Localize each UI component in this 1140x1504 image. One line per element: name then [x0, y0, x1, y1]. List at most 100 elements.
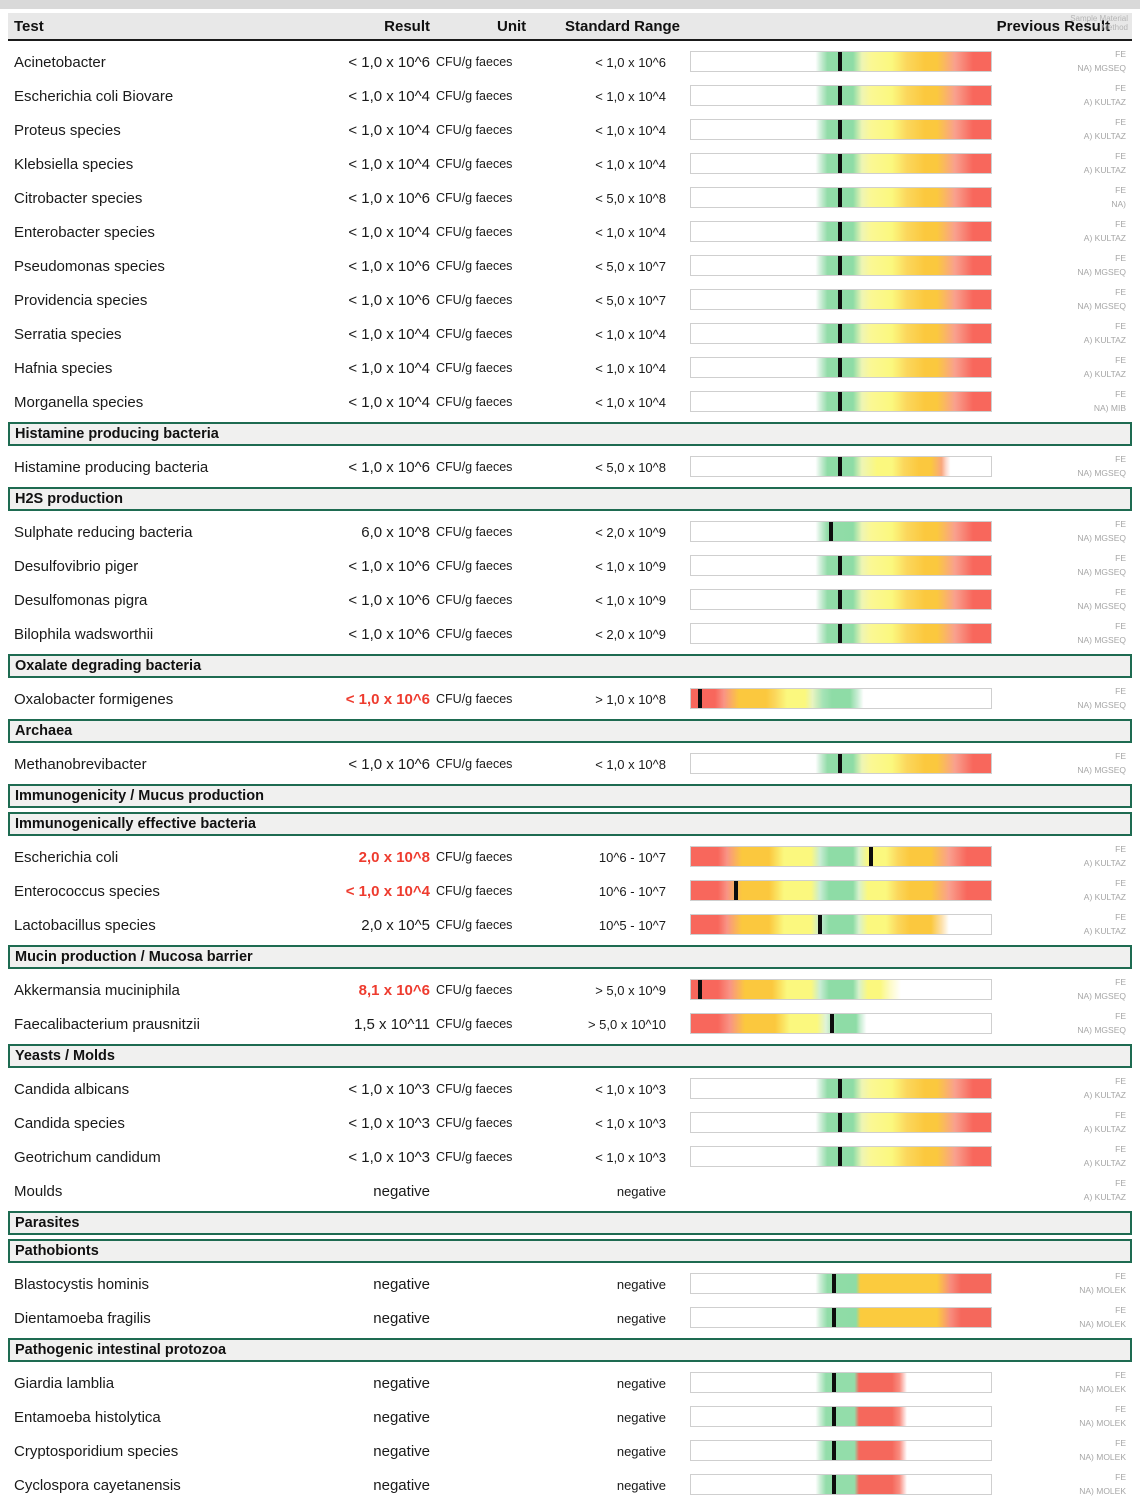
range-bar: [690, 623, 992, 644]
sample-material: FE: [1115, 751, 1126, 761]
result-value: < 1,0 x 10^6: [348, 54, 430, 71]
sample-material: FE: [1115, 253, 1126, 263]
table-row: Cyclospora cayetanensis negative negativ…: [8, 1468, 1132, 1502]
result-value: < 1,0 x 10^4: [345, 883, 430, 900]
method-label: NA) MGSEQ: [1077, 601, 1126, 611]
method-label: A) KULTAZ: [1083, 369, 1126, 379]
test-name: Pseudomonas species: [14, 258, 165, 275]
column-header-result: Result: [384, 18, 430, 35]
result-marker: [837, 624, 842, 643]
test-name: Escherichia coli: [14, 849, 119, 866]
unit-label: CFU/g faeces: [436, 559, 513, 573]
standard-range: < 1,0 x 10^3: [595, 1082, 666, 1097]
range-bar: [690, 1273, 992, 1294]
result-marker: [837, 358, 842, 377]
standard-range: negative: [616, 1311, 666, 1326]
sample-material: FE: [1115, 686, 1126, 696]
column-header-standard-range: Standard Range: [565, 18, 681, 35]
method-label: A) KULTAZ: [1083, 858, 1126, 868]
sample-material: FE: [1115, 454, 1126, 464]
result-value: < 1,0 x 10^4: [348, 122, 430, 139]
range-bar: [690, 688, 992, 709]
standard-range: negative: [616, 1277, 666, 1292]
result-value: < 1,0 x 10^3: [348, 1081, 430, 1098]
table-row: Entamoeba histolytica negative negative …: [8, 1400, 1132, 1434]
unit-label: CFU/g faeces: [436, 1150, 513, 1164]
test-name: Enterobacter species: [14, 224, 155, 241]
sample-material: FE: [1115, 389, 1126, 399]
result-value: < 1,0 x 10^6: [348, 258, 430, 275]
section-header: Archaea: [8, 719, 1132, 743]
result-marker: [837, 754, 842, 773]
range-bar: [690, 1474, 992, 1495]
unit-label: CFU/g faeces: [436, 327, 513, 341]
table-row: Lactobacillus species 2,0 x 10^5 CFU/g f…: [8, 908, 1132, 942]
sample-material: FE: [1115, 219, 1126, 229]
table-row: Dientamoeba fragilis negative negative F…: [8, 1301, 1132, 1335]
test-name: Sulphate reducing bacteria: [14, 524, 193, 541]
standard-range: negative: [616, 1184, 666, 1199]
standard-range: < 2,0 x 10^9: [595, 627, 666, 642]
table-row: Proteus species < 1,0 x 10^4 CFU/g faece…: [8, 113, 1132, 147]
sample-material: FE: [1115, 355, 1126, 365]
section-header: Oxalate degrading bacteria: [8, 654, 1132, 678]
result-marker: [698, 980, 702, 999]
result-marker: [837, 188, 842, 207]
sample-material: FE: [1115, 1144, 1126, 1154]
range-bar: [690, 846, 992, 867]
test-name: Methanobrevibacter: [14, 756, 147, 773]
test-name: Oxalobacter formigenes: [14, 691, 174, 708]
table-row: Escherichia coli 2,0 x 10^8 CFU/g faeces…: [8, 840, 1132, 874]
test-name: Cryptosporidium species: [14, 1443, 179, 1460]
method-label: A) KULTAZ: [1083, 1124, 1126, 1134]
table-row: Moulds negative negative FE A) KULTAZ: [8, 1174, 1132, 1208]
unit-label: CFU/g faeces: [436, 983, 513, 997]
standard-range: < 5,0 x 10^8: [595, 460, 666, 475]
standard-range: > 5,0 x 10^10: [587, 1017, 666, 1032]
standard-range: < 1,0 x 10^4: [595, 157, 666, 172]
result-value: < 1,0 x 10^4: [348, 394, 430, 411]
result-value: < 1,0 x 10^3: [348, 1115, 430, 1132]
result-marker: [837, 1147, 842, 1166]
sample-material: FE: [1115, 1472, 1126, 1482]
table-row: Acinetobacter < 1,0 x 10^6 CFU/g faeces …: [8, 45, 1132, 79]
unit-label: CFU/g faeces: [436, 918, 513, 932]
test-name: Candida species: [14, 1115, 125, 1132]
result-marker: [837, 457, 842, 476]
column-header-previous-result: Previous Result: [996, 18, 1110, 35]
sample-material: FE: [1115, 117, 1126, 127]
result-marker: [818, 915, 822, 934]
range-bar: [690, 1307, 992, 1328]
result-value: < 1,0 x 10^4: [348, 156, 430, 173]
table-row: Hafnia species < 1,0 x 10^4 CFU/g faeces…: [8, 351, 1132, 385]
method-label: A) KULTAZ: [1083, 1090, 1126, 1100]
table-row: Desulfovibrio piger < 1,0 x 10^6 CFU/g f…: [8, 549, 1132, 583]
test-name: Faecalibacterium prausnitzii: [14, 1016, 200, 1033]
table-row: Bilophila wadsworthii < 1,0 x 10^6 CFU/g…: [8, 617, 1132, 651]
result-value: < 1,0 x 10^6: [348, 558, 430, 575]
range-bar: [690, 979, 992, 1000]
range-bar: [690, 1372, 992, 1393]
range-bar: [690, 289, 992, 310]
table-row: Giardia lamblia negative negative FE NA)…: [8, 1366, 1132, 1400]
unit-label: CFU/g faeces: [436, 55, 513, 69]
method-label: A) KULTAZ: [1083, 131, 1126, 141]
result-value: 2,0 x 10^8: [358, 849, 430, 866]
table-row: Histamine producing bacteria < 1,0 x 10^…: [8, 450, 1132, 484]
table-row: Candida albicans < 1,0 x 10^3 CFU/g faec…: [8, 1072, 1132, 1106]
result-marker: [837, 324, 842, 343]
standard-range: 10^5 - 10^7: [598, 918, 666, 933]
standard-range: < 5,0 x 10^7: [595, 259, 666, 274]
sample-material: FE: [1115, 621, 1126, 631]
standard-range: negative: [616, 1444, 666, 1459]
standard-range: < 5,0 x 10^8: [595, 191, 666, 206]
method-label: NA) MGSEQ: [1077, 267, 1126, 277]
table-row: Escherichia coli Biovare < 1,0 x 10^4 CF…: [8, 79, 1132, 113]
section-header: Pathobionts: [8, 1239, 1132, 1263]
test-name: Blastocystis hominis: [14, 1276, 150, 1293]
range-bar: [690, 357, 992, 378]
method-label: A) KULTAZ: [1083, 892, 1126, 902]
standard-range: negative: [616, 1410, 666, 1425]
method-label: NA) MOLEK: [1079, 1486, 1126, 1496]
unit-label: CFU/g faeces: [436, 525, 513, 539]
